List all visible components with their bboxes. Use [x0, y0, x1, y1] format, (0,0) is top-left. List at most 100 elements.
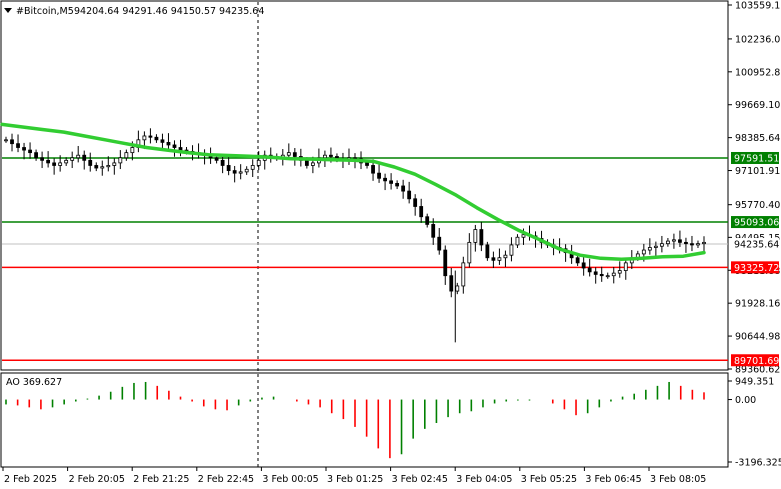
horizontal-levels — [2, 157, 728, 362]
time-tick-label: 3 Feb 00:05 — [262, 474, 318, 485]
candle-bear — [479, 229, 484, 246]
candle-bear — [678, 239, 682, 243]
candle-bull — [509, 244, 514, 256]
candle-bull — [665, 240, 670, 245]
ao-tick-label: -3196.325 — [735, 458, 781, 469]
candle-bull — [112, 162, 117, 166]
candle-bear — [491, 257, 496, 261]
candle-bear — [154, 136, 159, 141]
ao-axis: 949.351 0.00 -3196.325 — [728, 377, 781, 469]
candle-bull — [521, 234, 526, 238]
candle-bull — [64, 159, 69, 164]
candle-bear — [383, 177, 387, 182]
candle-bear — [178, 147, 183, 151]
candle-bull — [672, 239, 676, 242]
candle-bull — [100, 166, 105, 169]
candle-bull — [250, 165, 255, 170]
candle-bull — [455, 285, 460, 292]
time-tick-label: 3 Feb 05:25 — [521, 474, 577, 485]
candle-bull — [4, 139, 8, 142]
candle-bear — [94, 165, 99, 169]
candle-bull — [659, 243, 664, 247]
candle-bear — [599, 274, 604, 277]
ao-tick-label: 0.00 — [735, 395, 756, 406]
candle-bear — [407, 190, 412, 200]
time-axis: 2 Feb 2025 2 Feb 20:05 2 Feb 21:25 2 Feb 22… — [2, 467, 706, 485]
candle-bear — [593, 271, 598, 275]
ao-histogram — [5, 381, 705, 459]
candle-bull — [238, 171, 243, 174]
candle-bear — [329, 154, 333, 157]
candle-bear — [148, 135, 153, 138]
time-tick-label: 3 Feb 06:45 — [585, 474, 641, 485]
symbol-label: #Bitcoin,M5 — [16, 6, 74, 17]
candle-bull — [244, 168, 249, 173]
current-price-value: 94235.64 — [734, 240, 779, 251]
price-tick-label: 102236.06 — [735, 34, 781, 45]
candle-bear — [401, 185, 406, 192]
candle-bear — [389, 180, 394, 184]
candle-bull — [623, 262, 628, 271]
candle-bull — [497, 257, 502, 261]
candle-bear — [684, 241, 688, 245]
candle-bear — [413, 198, 418, 207]
candle-bear — [46, 159, 51, 164]
level-price-tags: 97591.51 95093.06 93325.72 89701.69 — [731, 151, 779, 367]
candle-bear — [34, 152, 38, 159]
candle-bear — [690, 243, 694, 246]
candle-bull — [142, 135, 147, 141]
level-tag-label: 89701.69 — [734, 356, 779, 367]
candle-bear — [425, 216, 430, 225]
time-tick-label: 3 Feb 04:05 — [456, 474, 512, 485]
candle-bear — [28, 149, 32, 154]
ohlc-values: 94204.64 94291.46 94150.57 94235.64 — [74, 6, 264, 17]
candle-bear — [365, 162, 369, 166]
time-tick-label: 2 Feb 21:25 — [133, 474, 189, 485]
candle-bull — [461, 262, 466, 287]
candle-bear — [292, 152, 297, 157]
triangle-down-icon — [4, 8, 12, 13]
price-tick-label: 95770.40 — [735, 200, 780, 211]
candle-bull — [256, 159, 261, 166]
level-tag-bg — [731, 261, 779, 274]
candle-bear — [52, 162, 57, 166]
candle-bear — [485, 244, 490, 259]
ao-tick-label: 949.351 — [735, 377, 774, 388]
price-tick-label: 98385.64 — [735, 133, 780, 144]
level-tag-label: 93325.72 — [734, 263, 779, 274]
candle-bear — [166, 141, 171, 146]
time-tick-label: 2 Feb 22:45 — [198, 474, 254, 485]
candle-bear — [575, 257, 580, 264]
chart-header: #Bitcoin,M5 94204.64 94291.46 94150.57 9… — [4, 6, 264, 17]
candle-bear — [437, 236, 442, 251]
time-tick-label: 3 Feb 08:05 — [650, 474, 706, 485]
candle-bull — [58, 162, 63, 166]
candle-bull — [617, 270, 622, 274]
candle-bear — [10, 139, 14, 145]
level-tag-bg — [731, 151, 779, 164]
price-panel-frame — [0, 0, 729, 371]
candle-bear — [160, 139, 165, 143]
candle-bear — [214, 157, 219, 161]
candle-bear — [443, 249, 448, 277]
price-tick-label: 89360.62 — [735, 365, 780, 376]
moving-average-line — [0, 122, 706, 262]
level-tag-label: 97591.51 — [734, 153, 779, 164]
candle-bull — [118, 157, 123, 164]
candle-bull — [473, 229, 478, 243]
candle-bull — [323, 154, 327, 159]
ao-panel-frame — [0, 372, 729, 468]
candle-bull — [467, 241, 472, 264]
candle-bull — [611, 272, 616, 277]
candle-bear — [377, 172, 381, 179]
candle-bear — [40, 157, 45, 161]
candle-bull — [124, 152, 129, 159]
candle-bear — [581, 262, 586, 269]
candle-bear — [304, 159, 309, 166]
level-tag-bg — [731, 354, 779, 367]
candle-bull — [647, 247, 652, 251]
candle-bear — [395, 183, 400, 187]
price-tick-label: 100952.80 — [735, 67, 781, 78]
candle-bull — [702, 241, 706, 245]
